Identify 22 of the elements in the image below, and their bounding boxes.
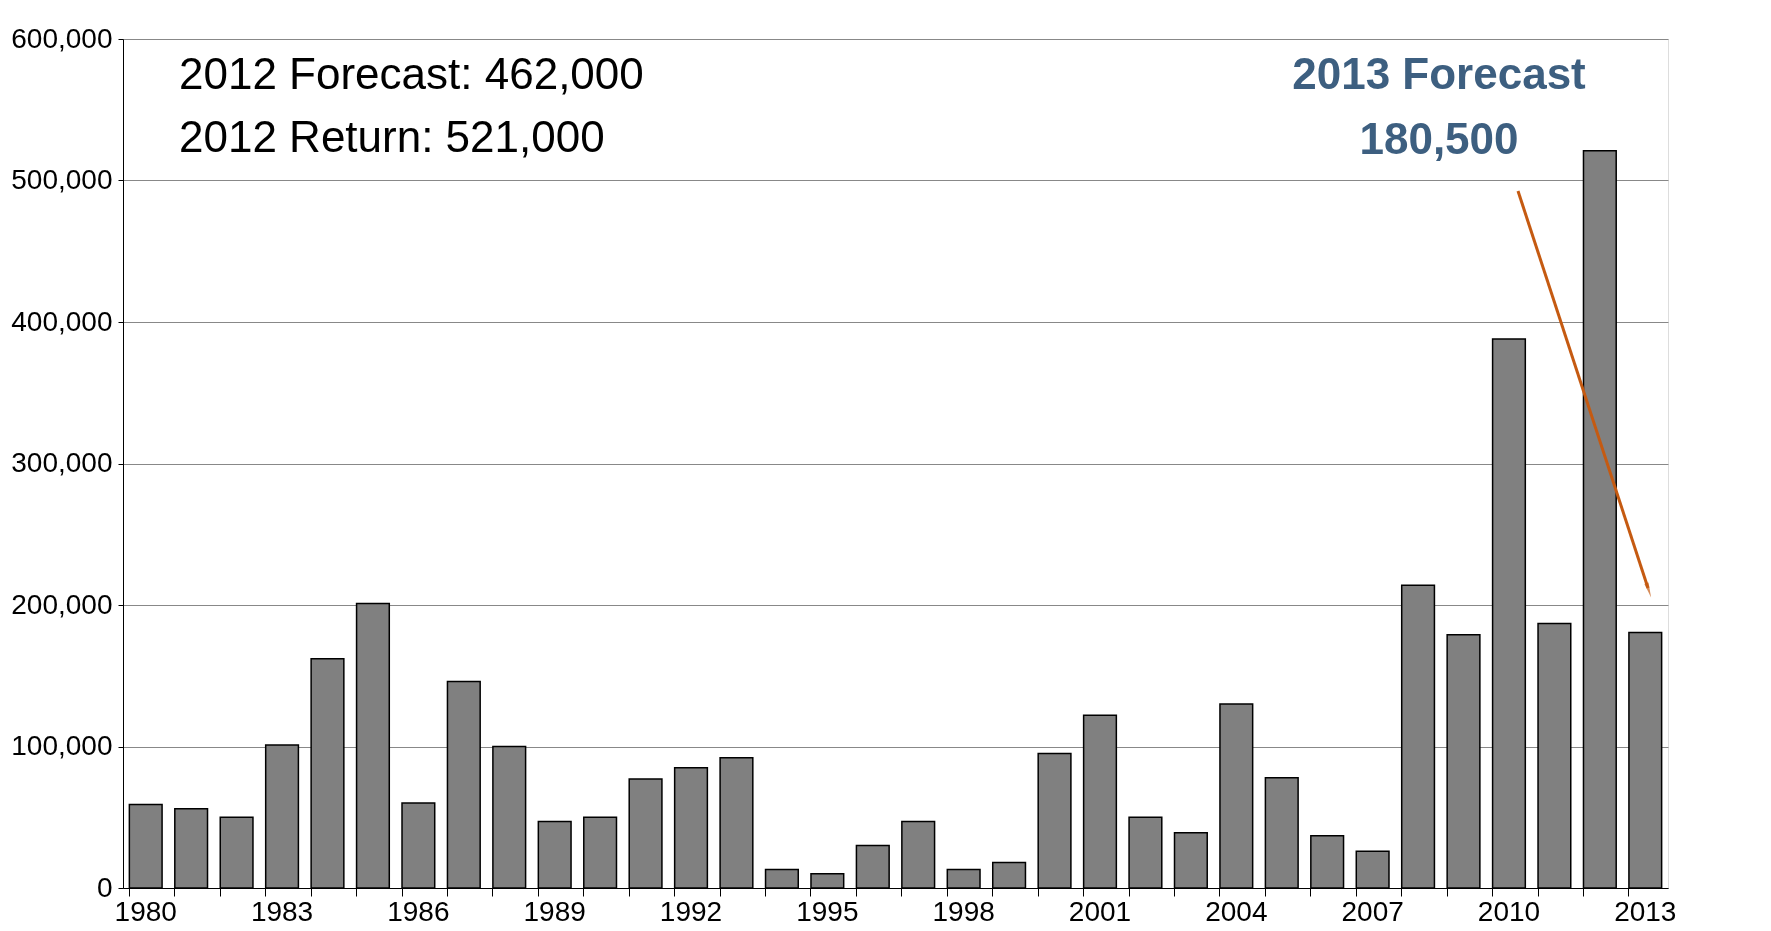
x-tick-label: 1980 xyxy=(114,895,177,927)
x-tick-label: 2013 xyxy=(1614,895,1677,927)
x-tick-label: 1989 xyxy=(523,895,586,927)
x-tick-label: 2007 xyxy=(1341,895,1404,927)
x-tick-label: 1998 xyxy=(932,895,995,927)
x-tick-label: 2001 xyxy=(1068,895,1132,927)
y-tick-label: 600,000 xyxy=(11,22,113,54)
y-tick-label: 500,000 xyxy=(11,164,113,195)
x-tick-label: 2010 xyxy=(1477,895,1541,927)
y-tick-label: 100,000 xyxy=(11,730,113,761)
x-tick-label: 1983 xyxy=(250,895,314,927)
x-tick-label: 1995 xyxy=(796,895,859,927)
y-tick-label: 0 xyxy=(96,871,113,903)
x-tick-label: 1992 xyxy=(659,895,723,927)
x-tick-label: 2004 xyxy=(1205,895,1268,927)
annotation: 2012 Forecast: 462,000 xyxy=(179,49,644,98)
y-tick-label: 200,000 xyxy=(11,588,113,620)
annotation: 2012 Return: 521,000 xyxy=(179,112,605,161)
y-tick-label: 300,000 xyxy=(11,447,113,478)
x-tick-label: 1986 xyxy=(387,895,450,927)
y-tick-label: 400,000 xyxy=(11,305,113,337)
annotation: 2013 Forecast 180,500 xyxy=(1292,49,1587,163)
